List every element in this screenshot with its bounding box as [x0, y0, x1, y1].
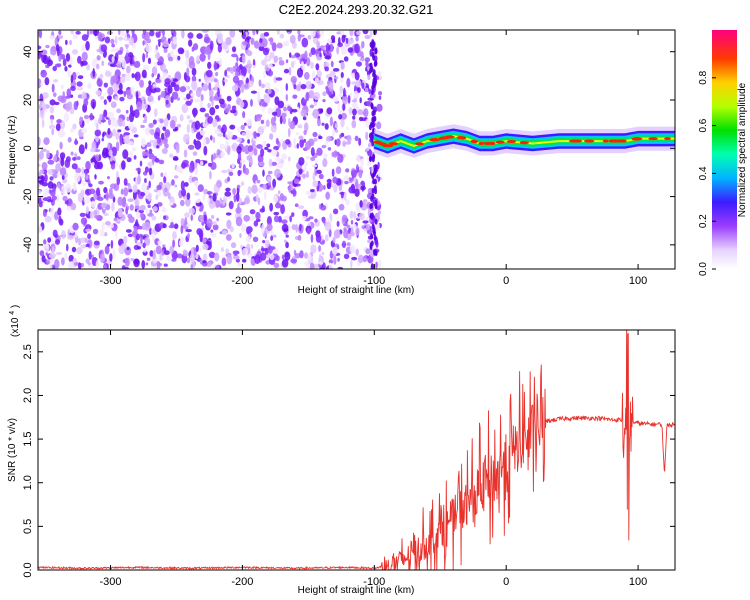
- snr-ytick-label: 0.5: [22, 519, 34, 534]
- spectrogram-ytick-label: 0: [22, 145, 34, 151]
- svg-text:(x10 4 ): (x10 4 ): [6, 305, 21, 337]
- snr-line: [38, 330, 675, 570]
- colorbar-label: Normalized spectral amplitude: [737, 82, 748, 217]
- spectrogram-ytick-label: 40: [22, 46, 34, 58]
- spectrogram-heatmap: [38, 30, 675, 269]
- colorbar-tick-label: 0.4: [698, 166, 709, 180]
- signal-peak: [439, 136, 450, 140]
- signal-peak: [456, 136, 465, 140]
- signal-peak: [378, 142, 387, 146]
- spectrogram-xtick-label: 100: [629, 275, 647, 287]
- snr-xtick-label: 100: [629, 576, 647, 588]
- colorbar-ticks: 0.0 0.2 0.4 0.6 0.8: [698, 70, 716, 276]
- spectrogram-ytick-label: -20: [22, 189, 34, 205]
- signal-peak: [602, 139, 609, 143]
- snr-ytick-label: 0.0: [22, 562, 34, 577]
- colorbar-tick-label: 0.2: [698, 214, 709, 228]
- snr-series-line: [38, 330, 675, 570]
- snr-ytick-label: 2.5: [22, 344, 34, 359]
- signal-peak: [478, 141, 485, 145]
- signal-peak: [428, 138, 440, 142]
- signal-peak: [373, 140, 381, 144]
- signal-peak: [664, 137, 671, 141]
- snr-scale-close: ): [10, 305, 21, 308]
- spectrogram-ytick-label: 20: [22, 94, 34, 106]
- snr-ytick-label: 1.5: [22, 431, 34, 446]
- colorbar: 0.0 0.2 0.4 0.6 0.8 Normalized spectral ampl…: [698, 30, 748, 276]
- signal-peak: [519, 141, 526, 145]
- signal-peak: [495, 140, 505, 144]
- snr-xtick-label: 0: [503, 576, 509, 588]
- colorbar-tick-label: 0.0: [698, 262, 709, 276]
- spectrogram-xtick-label: -200: [231, 275, 253, 287]
- colorbar-gradient: [712, 30, 737, 269]
- snr-ytick-label: 2.0: [22, 388, 34, 403]
- signal-peak: [568, 139, 580, 143]
- signal-peak: [608, 139, 618, 143]
- signal-peak: [506, 140, 517, 144]
- spectrogram-frame: [37, 29, 676, 270]
- snr-scale-note: (x10 4 ): [6, 305, 21, 337]
- signal-peak: [618, 139, 626, 143]
- spectrogram-xtick-label: 0: [503, 275, 509, 287]
- snr-ylabel: SNR (10 * v/v): [7, 418, 18, 482]
- snr-xtick-label: -100: [363, 576, 385, 588]
- spectrogram-xtick-label: -300: [100, 275, 122, 287]
- spectrogram-xlabel: Height of straight line (km): [298, 285, 415, 296]
- signal-peak: [648, 137, 658, 141]
- snr-xlabel: Height of straight line (km): [298, 585, 415, 596]
- spectrogram-ytick-label: -40: [22, 237, 34, 253]
- signal-peak: [583, 139, 595, 143]
- snr-xtick-label: -300: [100, 576, 122, 588]
- colorbar-tick-label: 0.6: [698, 118, 709, 132]
- spectrogram-xtick-label: -100: [363, 275, 385, 287]
- spectrogram-ylabel: Frequency (Hz): [7, 116, 18, 185]
- signal-peak: [414, 142, 424, 146]
- snr-scale-base: (x10: [10, 317, 21, 337]
- snr-frame: [37, 329, 676, 571]
- signal-peak: [470, 140, 479, 144]
- snr-axes: -300 -200 -100 0 100 0.0 0.5 1.0 1.5 2.0 2.5: [22, 330, 675, 588]
- signal-peak: [388, 142, 399, 146]
- signal-peak: [483, 141, 493, 145]
- snr-xtick-label: -200: [231, 576, 253, 588]
- snr-panel: -300 -200 -100 0 100 0.0 0.5 1.0 1.5 2.0 2.5 Heigh…: [6, 305, 676, 596]
- snr-scale-exp: 4: [9, 311, 16, 315]
- snr-ytick-label: 1.0: [22, 475, 34, 490]
- figure-title: C2E2.2024.293.20.32.G21: [279, 2, 434, 17]
- signal-peak: [631, 137, 641, 141]
- colorbar-tick-label: 0.8: [698, 70, 709, 84]
